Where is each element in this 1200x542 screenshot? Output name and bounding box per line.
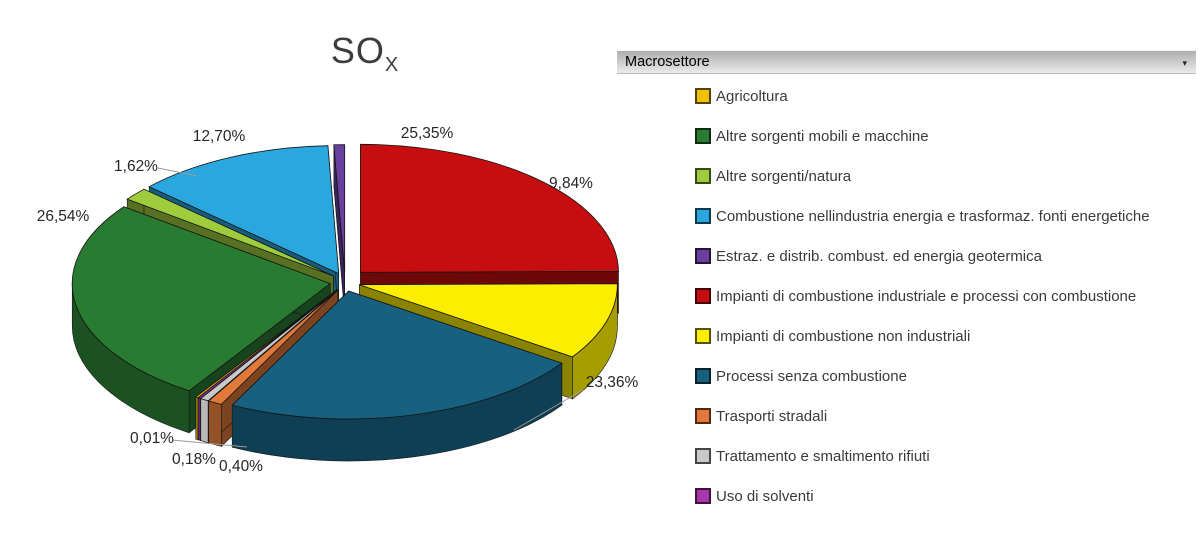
pie-slice-rim-uso-di-solventi [197,397,201,441]
legend-item-label: Combustione nellindustria energia e tras… [716,207,1150,225]
chevron-down-icon: ▾ [1182,58,1187,68]
pie-label-processi-senza-combustione: 23,36% [586,374,639,391]
legend-item: Trattamento e smaltimento rifiuti [695,436,1196,476]
legend-item-label: Estraz. e distrib. combust. ed energia g… [716,247,1042,265]
legend-item-label: Impianti di combustione non industriali [716,327,971,345]
pie-slice-altre-sorgenti-mobili-e-macchine[interactable] [71,206,332,392]
legend-item: Estraz. e distrib. combust. ed energia g… [695,236,1196,276]
legend-item-label: Altre sorgenti mobili e macchine [716,127,929,145]
legend-swatch-icon [695,328,711,344]
legend-swatch-icon [695,288,711,304]
legend-swatch-icon [695,88,711,104]
pie-slice-estraz-distrib-combust[interactable] [333,144,346,273]
pie-label-altre-sorgenti-mobili-e-macchine: 26,54% [37,208,90,225]
legend-swatch-icon [695,128,711,144]
legend-swatch-icon [695,248,711,264]
pie-label-altre-sorgenti-natura: 1,62% [114,158,158,175]
legend-swatch-icon [695,488,711,504]
legend-item-label: Processi senza combustione [716,367,907,385]
legend-item-label: Altre sorgenti/natura [716,167,852,185]
pie-label-trattamento-e-smaltimento-rifiuti: 0,18% [172,451,216,468]
legend-item: Trasporti stradali [695,396,1196,436]
chart-title: SOX [295,30,435,77]
pie-slice-trattamento-e-smaltimento-rifiuti[interactable] [199,289,338,402]
legend-item-label: Impianti di combustione industriale e pr… [716,287,1137,305]
legend-panel: Macrosettore ▾ Agricoltura Altre sorgenti… [617,50,1196,516]
pie-label-impianti-combustione-industriale: 25,35% [401,125,454,142]
legend-item: Altre sorgenti/natura [695,156,1196,196]
legend-item: Impianti di combustione industriale e pr… [695,276,1196,316]
pie-slice-rim-trasporti-stradali [208,400,222,447]
legend-swatch-icon [695,208,711,224]
legend-field-dropdown[interactable]: Macrosettore ▾ [617,50,1196,74]
legend-header-label: Macrosettore [625,54,710,70]
legend-item-label: Trattamento e smaltimento rifiuti [716,447,930,465]
legend-item: Combustione nellindustria energia e tras… [695,196,1196,236]
legend-swatch-icon [695,408,711,424]
chart-title-text: SO [330,30,385,71]
pie-chart: 25,35% 9,84% 23,36% 0,40%0,18% 0,01% 26,54% 1,… [37,125,639,475]
pie-slice-rim-agricoltura [195,396,199,441]
pie-label-uso-di-solventi: 0,01% [130,430,174,447]
legend-item: Processi senza combustione [695,356,1196,396]
pie-slice-impianti-combustione-non-industriali[interactable] [359,283,618,358]
pie-slice-trasporti-stradali[interactable] [207,289,339,405]
legend-swatch-icon [695,168,711,184]
legend-swatch-icon [695,368,711,384]
label-leader-line [157,167,198,177]
pie-slice-altre-sorgenti-natura[interactable] [126,188,334,277]
legend-items: Agricoltura Altre sorgenti mobili e macch… [617,74,1196,516]
legend-item-label: Trasporti stradali [716,407,828,425]
pie-label-trasporti-stradali: 0,40% [219,458,263,475]
pie-slice-combustione-industria-energia[interactable] [148,145,340,275]
label-leader-line [513,389,584,431]
legend-item: Uso di solventi [695,476,1196,516]
pie-label-combustione-industria-energia: 12,70% [193,128,246,145]
legend-swatch-icon [695,448,711,464]
chart-title-subscript: X [384,54,400,77]
pie-slice-rim-trattamento-e-smaltimento-rifiuti [200,398,209,444]
pie-slice-impianti-combustione-industriale[interactable] [360,143,619,273]
label-leader-line [171,439,248,448]
legend-item: Agricoltura [695,76,1196,116]
pie-label-impianti-combustione-non-industriali: 9,84% [549,175,593,192]
legend-item-label: Agricoltura [716,87,788,105]
legend-item: Altre sorgenti mobili e macchine [695,116,1196,156]
pie-slice-processi-senza-combustione[interactable] [231,290,563,420]
legend-item: Impianti di combustione non industriali [695,316,1196,356]
legend-item-label: Uso di solventi [716,487,814,505]
